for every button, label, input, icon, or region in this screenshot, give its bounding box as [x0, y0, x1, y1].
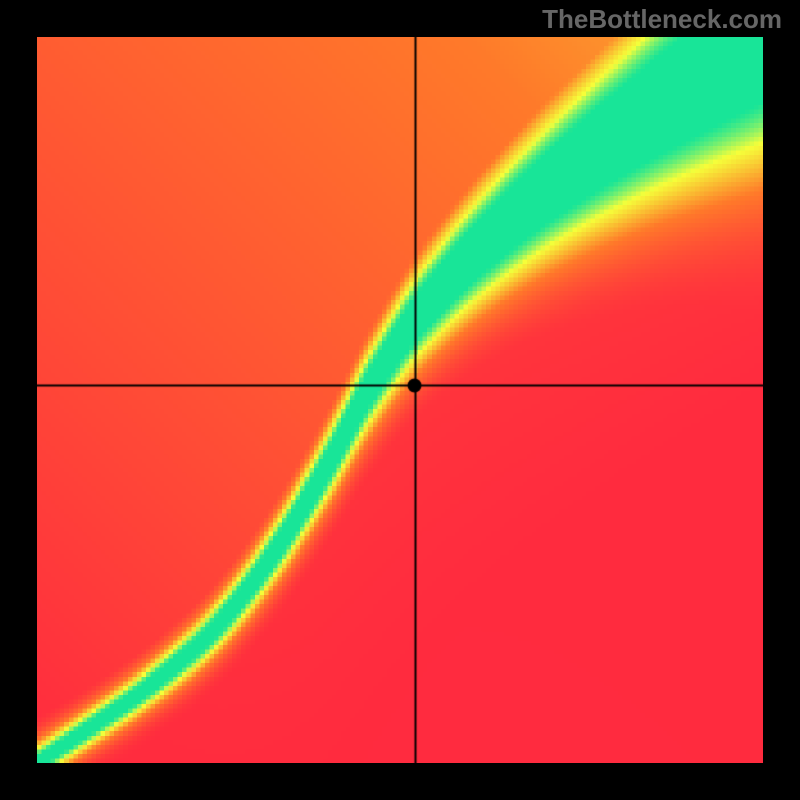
crosshair-overlay — [37, 37, 763, 763]
chart-container: TheBottleneck.com — [0, 0, 800, 800]
watermark-text: TheBottleneck.com — [542, 4, 782, 35]
